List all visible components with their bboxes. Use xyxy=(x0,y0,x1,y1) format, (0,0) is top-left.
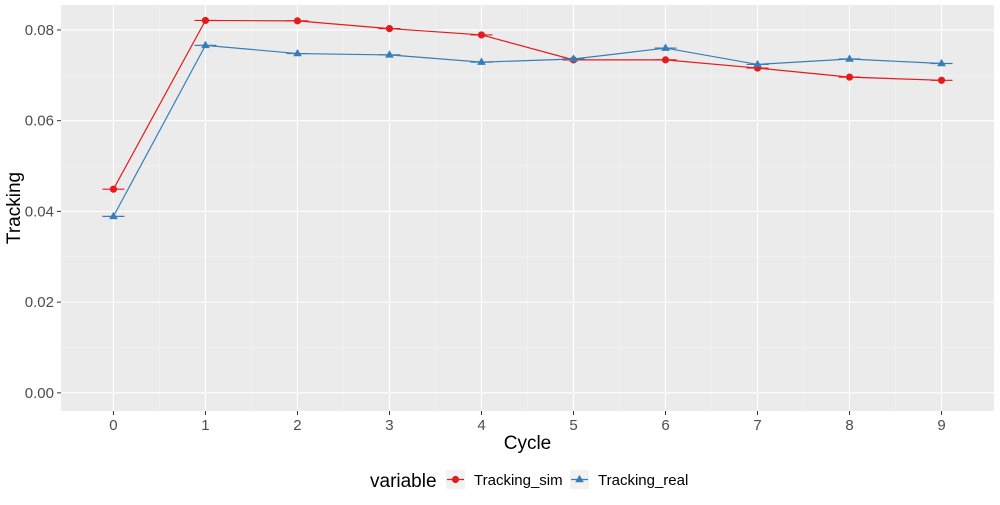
data-point-tracking-real xyxy=(661,43,670,51)
legend-item-tracking-real: Tracking_real xyxy=(570,470,688,489)
legend: variable Tracking_sim Tracking_real xyxy=(370,470,688,492)
x-tick-label: 9 xyxy=(937,417,945,434)
x-tick-label: 3 xyxy=(385,417,393,434)
data-point-tracking-real xyxy=(937,58,946,67)
series-layer xyxy=(102,16,953,220)
legend-title: variable xyxy=(370,471,437,492)
data-point-tracking-sim xyxy=(385,24,394,33)
data-point-tracking-sim xyxy=(293,17,302,25)
data-point-tracking-real xyxy=(845,54,854,62)
data-point-tracking-real xyxy=(753,59,762,68)
x-tick-label: 2 xyxy=(293,417,301,434)
x-axis-title: Cycle xyxy=(504,433,552,454)
legend-label-tracking-real: Tracking_real xyxy=(598,472,688,489)
y-tick-label: 0.06 xyxy=(25,113,54,130)
y-axis: 0.00 0.02 0.04 0.06 0.08 xyxy=(25,22,61,402)
y-tick-label: 0.02 xyxy=(25,294,54,311)
data-point-tracking-real xyxy=(109,211,118,220)
x-tick-label: 4 xyxy=(477,417,485,434)
data-point-tracking-real xyxy=(477,57,486,65)
data-point-tracking-real xyxy=(293,48,302,57)
series-line-tracking-sim xyxy=(112,19,942,190)
legend-label-tracking-sim: Tracking_sim xyxy=(474,472,563,489)
x-tick-label: 1 xyxy=(201,417,209,434)
data-point-tracking-real xyxy=(569,54,578,62)
series-tracking-real xyxy=(102,40,953,220)
x-tick-label: 8 xyxy=(845,417,853,434)
x-tick-label: 6 xyxy=(661,417,669,434)
data-point-tracking-real xyxy=(385,50,394,58)
data-point-tracking-sim xyxy=(845,73,854,81)
x-axis: 0 1 2 3 4 5 6 7 8 9 xyxy=(109,411,946,434)
grid-major xyxy=(61,5,994,411)
data-point-tracking-sim xyxy=(661,56,670,64)
legend-key-marker-tracking-real xyxy=(575,474,584,483)
y-axis-title: Tracking xyxy=(4,172,25,244)
x-tick-label: 0 xyxy=(109,417,117,434)
y-tick-label: 0.04 xyxy=(25,203,54,220)
series-line-tracking-real xyxy=(112,44,942,217)
data-point-tracking-sim xyxy=(109,185,118,193)
y-tick-label: 0.08 xyxy=(25,22,54,39)
data-point-tracking-real xyxy=(201,40,210,49)
data-point-tracking-sim xyxy=(201,16,210,25)
y-tick-label: 0.00 xyxy=(25,385,54,402)
legend-key-marker-tracking-sim xyxy=(451,475,460,484)
data-point-tracking-sim xyxy=(937,76,946,84)
data-point-tracking-sim xyxy=(477,31,486,39)
x-tick-label: 5 xyxy=(569,417,577,434)
legend-item-tracking-sim: Tracking_sim xyxy=(446,470,563,489)
x-tick-label: 7 xyxy=(753,417,761,434)
